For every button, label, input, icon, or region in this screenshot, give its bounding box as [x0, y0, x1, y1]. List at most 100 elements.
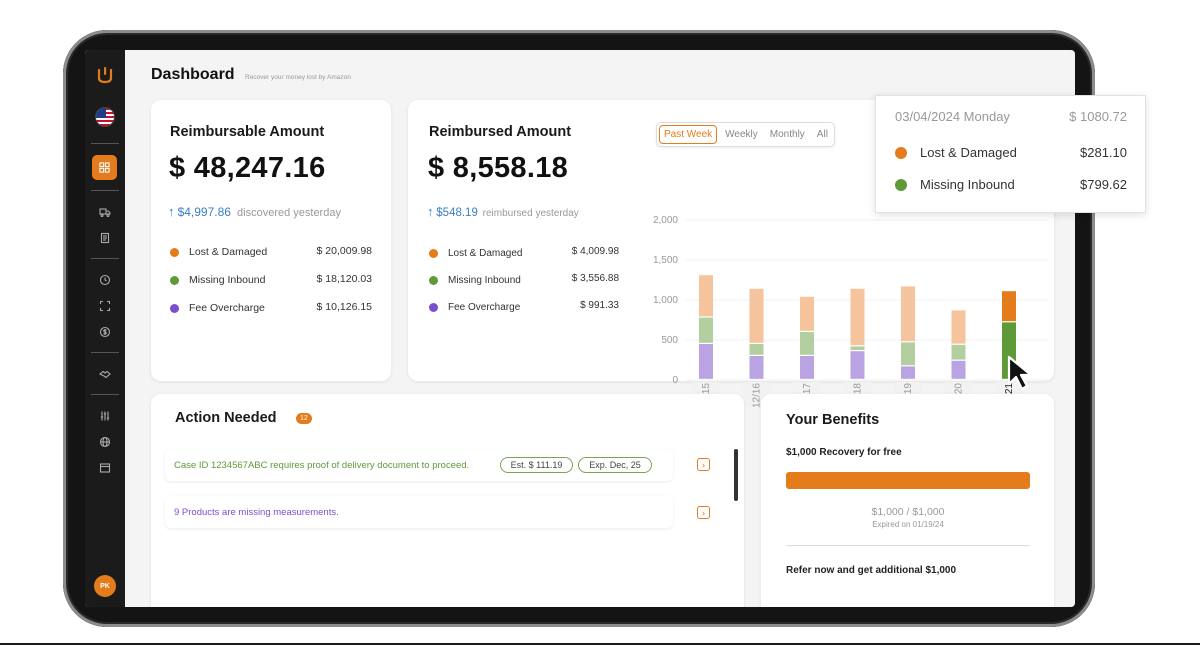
- reimbursed-delta-label: reimbursed yesterday: [482, 208, 579, 219]
- sidebar-divider: [91, 394, 119, 395]
- sidebar-divider: [91, 143, 119, 144]
- reimbursable-value-lost: $ 20,009.98: [316, 245, 372, 257]
- sidebar-item-partners[interactable]: [85, 363, 125, 385]
- fee-overcharge-segment[interactable]: [901, 366, 915, 379]
- lost-damaged-segment[interactable]: [1002, 291, 1016, 322]
- fee-overcharge-segment[interactable]: [699, 344, 713, 379]
- action-item[interactable]: Case ID 1234567ABC requires proof of del…: [165, 449, 673, 481]
- reimbursed-delta: ↑ $548.19 reimbursed yesterday: [427, 204, 579, 219]
- missing-inbound-segment[interactable]: [749, 344, 764, 355]
- y-tick-label: 2,000: [653, 215, 678, 226]
- scrollbar-thumb[interactable]: [734, 449, 738, 501]
- sidebar-item-marketplace[interactable]: [85, 431, 125, 453]
- fee-overcharge-segment[interactable]: [850, 351, 865, 379]
- lost-damaged-segment[interactable]: [749, 288, 764, 343]
- tooltip-value-lost: $281.10: [1080, 145, 1127, 160]
- reimbursed-row-missing: Missing Inbound: [429, 273, 521, 287]
- period-tabs: Past Week Weekly Monthly All: [656, 122, 835, 147]
- row-label: Lost & Damaged: [189, 246, 268, 258]
- missing-inbound-segment[interactable]: [800, 332, 814, 355]
- chevron-right-icon[interactable]: ›: [697, 506, 710, 519]
- page-title: Dashboard: [151, 66, 235, 83]
- sidebar-item-history[interactable]: [85, 269, 125, 291]
- page-subtitle: Recover your money lost by Amazon: [245, 74, 351, 81]
- lost-damaged-segment[interactable]: [800, 296, 814, 331]
- tab-monthly[interactable]: Monthly: [769, 129, 805, 140]
- row-label: Missing Inbound: [448, 274, 521, 286]
- action-title: Action Needed: [175, 410, 277, 426]
- tooltip-total: $ 1080.72: [1069, 109, 1127, 124]
- action-item-text: 9 Products are missing measurements.: [174, 506, 339, 518]
- reimbursable-row-fee: Fee Overcharge: [170, 301, 265, 315]
- logo-icon[interactable]: [97, 66, 113, 84]
- reimbursed-title: Reimbursed Amount: [429, 124, 572, 140]
- y-tick-label: 500: [661, 335, 678, 346]
- dashboard-icon: [99, 162, 110, 173]
- page-baseline: [0, 643, 1200, 645]
- sidebar-item-shipments[interactable]: [85, 201, 125, 223]
- missing-inbound-segment[interactable]: [951, 344, 966, 360]
- fee-overcharge-segment[interactable]: [800, 356, 814, 379]
- arrow-up-icon: ↑: [168, 204, 175, 219]
- tab-weekly[interactable]: Weekly: [725, 129, 758, 140]
- sidebar-item-scan[interactable]: [85, 295, 125, 317]
- tooltip-row-lost: Lost & Damaged: [895, 145, 1017, 160]
- arrow-up-icon: ↑: [427, 204, 434, 219]
- handshake-icon: [99, 370, 111, 379]
- user-avatar[interactable]: PK: [94, 575, 116, 597]
- tab-past-week[interactable]: Past Week: [659, 125, 718, 144]
- missing-inbound-segment[interactable]: [699, 317, 713, 343]
- sidebar-item-settings[interactable]: [85, 405, 125, 427]
- chart-tooltip: 03/04/2024 Monday $ 1080.72 Lost & Damag…: [875, 95, 1146, 213]
- missing-inbound-dot: [429, 275, 438, 285]
- us-flag-icon[interactable]: [95, 107, 115, 127]
- lost-damaged-dot: [895, 146, 907, 159]
- action-item[interactable]: 9 Products are missing measurements.: [165, 496, 673, 528]
- sidebar-item-billing[interactable]: [85, 321, 125, 343]
- fee-overcharge-segment[interactable]: [951, 360, 966, 379]
- expiry-chip: Exp. Dec, 25: [578, 457, 652, 473]
- lost-damaged-segment[interactable]: [901, 286, 915, 342]
- sidebar-item-integrations[interactable]: [85, 457, 125, 479]
- sidebar-divider: [91, 190, 119, 191]
- tooltip-date: 03/04/2024 Monday: [895, 109, 1010, 124]
- lost-damaged-segment[interactable]: [850, 288, 865, 346]
- sidebar-item-dashboard[interactable]: [92, 155, 117, 180]
- reimbursable-card: Reimbursable Amount $ 48,247.16 ↑ $4,997…: [151, 100, 391, 381]
- lost-damaged-dot: [170, 247, 179, 257]
- recovery-progress-text: $1,000 / $1,000: [871, 506, 945, 518]
- reimbursed-row-fee: Fee Overcharge: [429, 300, 520, 314]
- missing-inbound-segment[interactable]: [901, 342, 915, 366]
- expired-date: Expired on 01/19/24: [872, 520, 944, 529]
- fee-overcharge-dot: [429, 302, 438, 312]
- reimbursed-chart: 2,0001,5001,000500012/1512/1612/1712/181…: [653, 215, 1049, 408]
- reimbursed-delta-amount: $548.19: [436, 207, 478, 219]
- reimbursable-value-fee: $ 10,126.15: [316, 301, 372, 313]
- row-label: Missing Inbound: [189, 274, 266, 286]
- reimbursable-value-missing: $ 18,120.03: [316, 273, 372, 285]
- dollar-icon: [99, 326, 111, 338]
- missing-inbound-dot: [895, 178, 907, 191]
- lost-damaged-segment[interactable]: [951, 310, 966, 344]
- chevron-right-icon[interactable]: ›: [697, 458, 710, 471]
- clock-icon: [99, 274, 111, 286]
- row-label: Fee Overcharge: [189, 302, 265, 314]
- truck-icon: [99, 208, 111, 218]
- recovery-label: $1,000 Recovery for free: [786, 447, 902, 458]
- lost-damaged-dot: [429, 248, 438, 258]
- missing-inbound-segment[interactable]: [850, 346, 865, 350]
- reimbursed-value-fee: $ 991.33: [580, 300, 619, 311]
- action-needed-card: Action Needed 12 Case ID 1234567ABC requ…: [151, 394, 744, 607]
- reimbursable-row-missing: Missing Inbound: [170, 273, 265, 287]
- benefits-title: Your Benefits: [786, 412, 880, 428]
- y-tick-label: 1,000: [653, 295, 678, 306]
- sidebar-divider: [91, 352, 119, 353]
- lost-damaged-segment[interactable]: [699, 275, 713, 317]
- sidebar-item-documents[interactable]: [85, 227, 125, 249]
- tooltip-row-missing: Missing Inbound: [895, 177, 1015, 192]
- fee-overcharge-dot: [170, 303, 179, 313]
- refer-text[interactable]: Refer now and get additional $1,000: [786, 565, 957, 576]
- reimbursed-row-lost: Lost & Damaged: [429, 246, 523, 260]
- tab-all[interactable]: All: [816, 129, 828, 140]
- fee-overcharge-segment[interactable]: [749, 356, 764, 379]
